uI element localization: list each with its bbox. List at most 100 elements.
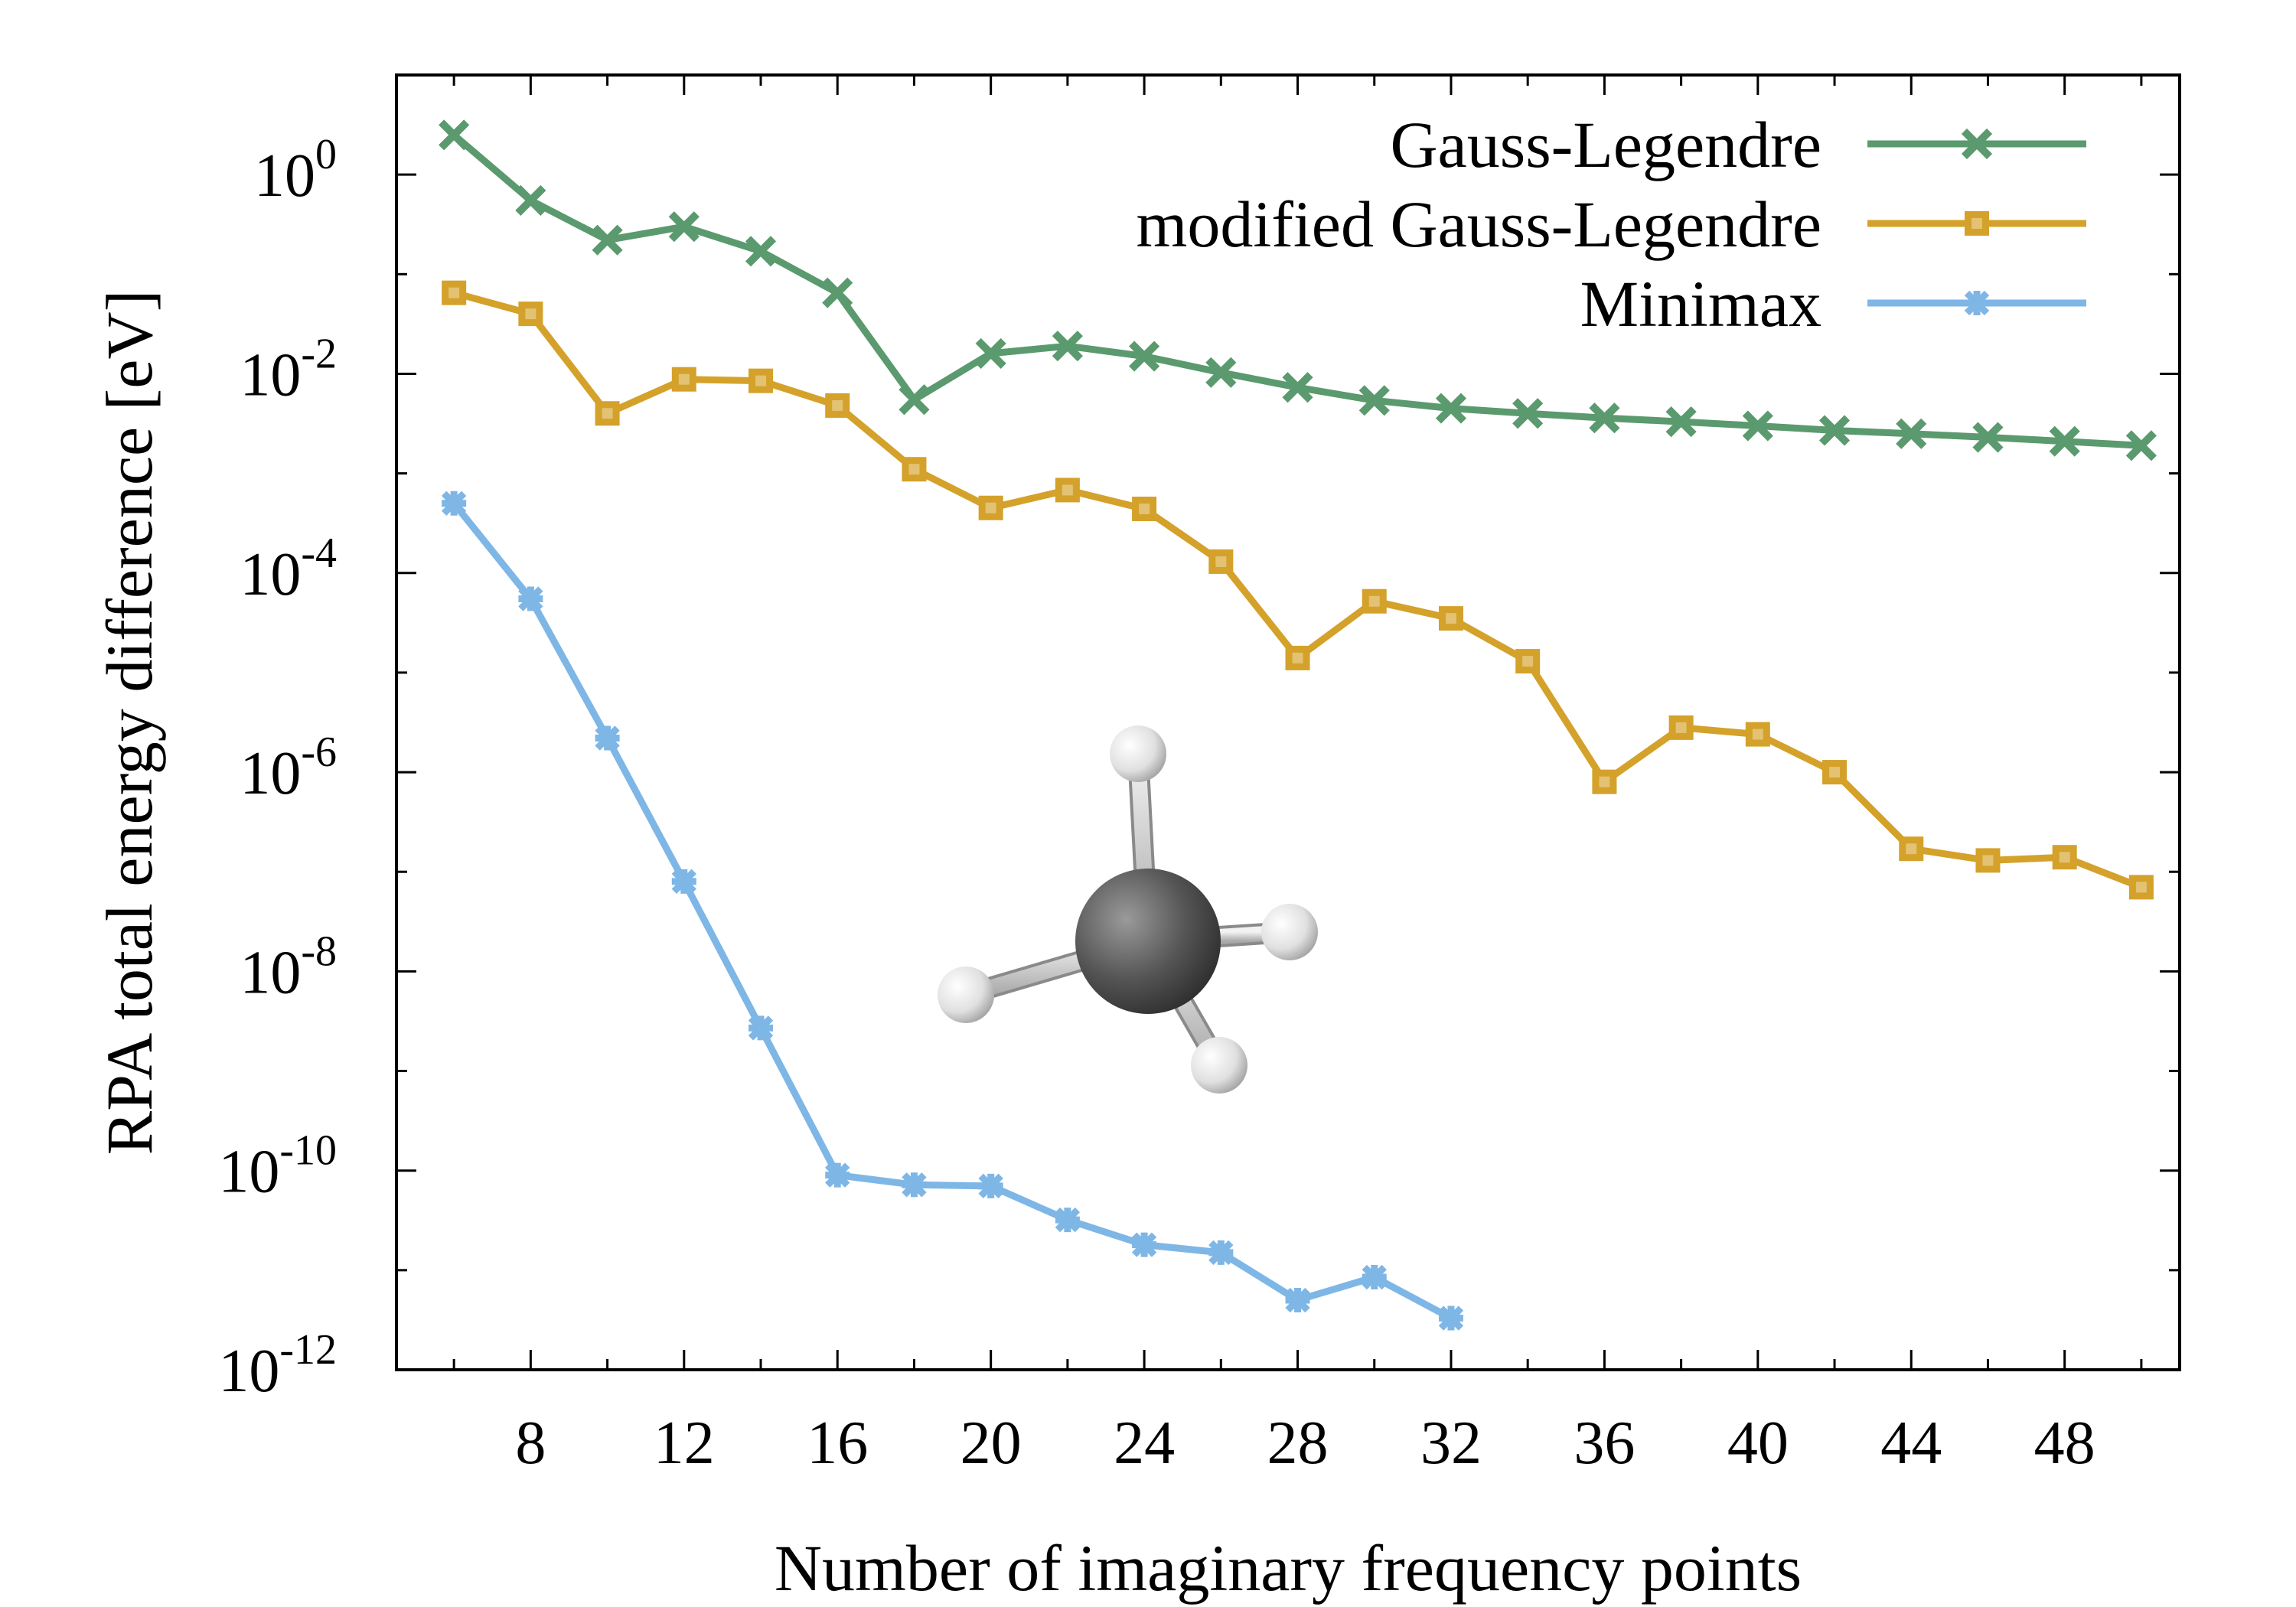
x-tick-label: 48 [2034,1410,2095,1477]
data-point [671,869,696,895]
data-point [518,302,543,327]
hydrogen-atom [1261,904,1318,960]
data-point [439,119,470,151]
y-tick-label: 10-12 [218,1326,337,1405]
data-point [1972,422,2004,453]
data-point [1285,645,1310,670]
y-tick-label: 10-4 [240,530,337,608]
data-point [1822,760,1848,785]
data-point [2128,875,2154,900]
data-point [1742,410,1773,442]
series-minimax [441,491,1464,1331]
y-tick-base: 10 [240,939,301,1006]
legend-entry: Minimax [1580,267,2086,341]
x-tick-label: 12 [654,1410,715,1477]
legend-label: modified Gauss-Legendre [1136,187,1821,261]
x-tick-label: 20 [960,1410,1022,1477]
legend-marker [1965,211,1989,236]
data-point [1282,372,1313,403]
data-point [1285,1287,1310,1313]
x-tick-label: 40 [1727,1410,1789,1477]
data-point [1131,1232,1157,1257]
legend-label: Gauss-Legendre [1390,108,1821,181]
data-point [441,491,467,516]
data-point [1665,406,1697,438]
x-tick-label: 8 [515,1410,546,1477]
data-point [595,401,620,426]
data-point [822,277,853,308]
data-point [1208,549,1234,574]
data-point [1438,606,1463,631]
data-point [442,280,467,305]
methane-molecule [938,725,1318,1094]
data-point [748,1015,774,1041]
data-point [668,211,700,243]
legend-label: Minimax [1580,267,1821,341]
data-point [1358,385,1390,416]
series-layer [439,119,2157,1331]
data-point [518,586,543,611]
data-point [595,725,620,751]
data-point [1362,1264,1387,1290]
y-tick-base: 10 [240,740,301,807]
data-point [745,236,777,267]
data-point [1362,588,1387,614]
series-modified-gauss-legendre [442,280,2154,900]
data-point [1435,393,1467,424]
axis-ticks [396,75,2180,1371]
legend-entry: modified Gauss-Legendre [1136,187,2086,261]
data-point [1975,848,2001,873]
y-tick-exponent: -4 [301,530,337,577]
legend-marker [1964,290,1990,316]
y-tick-label: 10-6 [240,729,337,807]
x-tick-label: 24 [1114,1410,1175,1477]
y-tick-label: 10-10 [218,1127,337,1206]
x-tick-label: 36 [1574,1410,1635,1477]
plot-frame [395,73,2181,1371]
data-point [1438,1305,1464,1331]
data-point [902,1172,927,1198]
hydrogen-atom [938,966,994,1023]
data-point [1818,415,1851,446]
y-axis-label: RPA total energy difference [eV] [93,290,166,1155]
data-point [902,457,927,482]
carbon-atom [1075,869,1221,1014]
data-point [1592,769,1617,794]
x-tick-label: 28 [1267,1410,1329,1477]
data-point [1052,331,1083,362]
y-tick-base: 10 [240,541,301,608]
data-point [1668,715,1694,740]
y-tick-base: 10 [218,1139,279,1206]
data-point [1055,478,1080,503]
hydrogen-atom [1191,1037,1247,1094]
data-point [1899,836,1924,862]
hydrogen-atom [1110,725,1166,782]
y-tick-base: 10 [240,341,301,409]
data-point [592,224,623,256]
data-point [1589,403,1620,434]
x-tick-label: 32 [1420,1410,1482,1477]
y-tick-exponent: -10 [279,1127,337,1175]
data-point [515,184,546,217]
data-point [978,495,1003,520]
data-point [1896,418,1927,449]
data-point [2052,845,2077,870]
data-point [899,384,930,416]
data-point [1208,1240,1234,1266]
x-tick-labels: 8 12 16 20 24 28 32 36 40 44 48 [515,1410,2095,1477]
data-point [978,1173,1003,1199]
y-tick-label: 100 [254,131,337,210]
y-tick-base: 10 [254,142,315,210]
legend-marker [1961,128,1993,160]
data-point [825,393,850,418]
y-tick-exponent: 0 [315,131,337,178]
series-line [452,132,2142,449]
data-point [671,367,696,392]
y-tick-base: 10 [218,1338,279,1405]
data-point [825,1162,850,1188]
y-tick-exponent: -12 [279,1326,337,1374]
data-point [2125,430,2157,461]
y-tick-label: 10-8 [240,927,337,1006]
data-point [2049,425,2080,457]
